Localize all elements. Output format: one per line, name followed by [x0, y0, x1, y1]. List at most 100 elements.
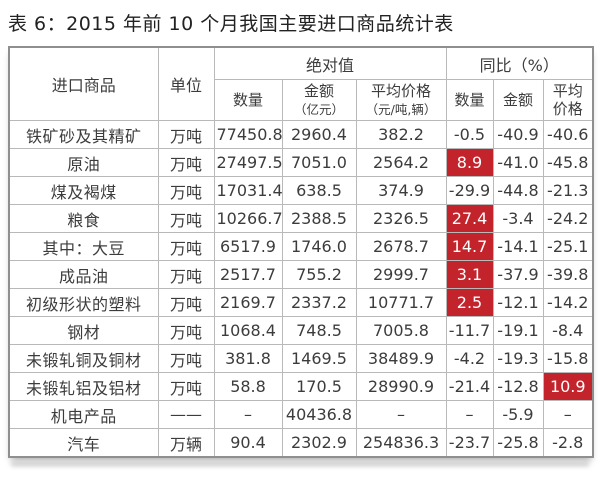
- yoy-qty-cell: -0.5: [445, 120, 494, 149]
- commodity-cell: 机电产品: [8, 400, 159, 429]
- commodity-cell: 未锻轧铝及铝材: [8, 372, 159, 401]
- header-commodity: 进口商品: [8, 46, 159, 121]
- yoy-price-cell: –: [542, 400, 594, 429]
- unit-cell: 万吨: [157, 316, 215, 345]
- commodity-cell: 其中：大豆: [8, 232, 159, 261]
- abs-price-cell: 2326.5: [355, 204, 447, 233]
- yoy-price-cell: -15.8: [542, 344, 594, 373]
- unit-cell: 万吨: [157, 372, 215, 401]
- header-yoy-price-line1: 平均: [552, 82, 583, 100]
- abs-amount-cell: 1746.0: [281, 232, 357, 261]
- abs-amount-cell: 2388.5: [281, 204, 357, 233]
- header-abs-amount-line2: （亿元）: [293, 102, 344, 117]
- abs-qty-cell: –: [213, 400, 283, 429]
- abs-amount-cell: 638.5: [281, 176, 357, 205]
- yoy-amount-cell: -3.4: [492, 204, 544, 233]
- header-yoy-price: 平均 价格: [542, 79, 594, 121]
- abs-price-cell: 382.2: [355, 120, 447, 149]
- unit-cell: 万吨: [157, 344, 215, 373]
- abs-price-cell: 28990.9: [355, 372, 447, 401]
- abs-price-cell: 2564.2: [355, 148, 447, 177]
- table-row: 粮食 万吨 10266.7 2388.5 2326.5 27.4 -3.4 -24.2: [8, 204, 594, 233]
- unit-cell: 万吨: [157, 204, 215, 233]
- yoy-price-cell: -8.4: [542, 316, 594, 345]
- abs-qty-cell: 10266.7: [213, 204, 283, 233]
- unit-cell: 万吨: [157, 176, 215, 205]
- table-row: 其中：大豆 万吨 6517.9 1746.0 2678.7 14.7 -14.1 -25.1: [8, 232, 594, 261]
- unit-cell: ——: [157, 400, 215, 429]
- abs-amount-cell: 7051.0: [281, 148, 357, 177]
- abs-price-cell: 374.9: [355, 176, 447, 205]
- table-row: 铁矿砂及其精矿 万吨 77450.8 2960.4 382.2 -0.5 -40.9 -40.…: [8, 120, 594, 149]
- abs-price-cell: –: [355, 400, 447, 429]
- yoy-qty-cell: -4.2: [445, 344, 494, 373]
- yoy-price-cell: -40.6: [542, 120, 594, 149]
- abs-qty-cell: 381.8: [213, 344, 283, 373]
- abs-amount-cell: 748.5: [281, 316, 357, 345]
- table-row: 原油 万吨 27497.5 7051.0 2564.2 8.9 -41.0 -45.8: [8, 148, 594, 177]
- header-abs-price-line2: （元/吨,辆）: [365, 102, 437, 117]
- abs-amount-cell: 170.5: [281, 372, 357, 401]
- header-abs-price: 平均价格 （元/吨,辆）: [355, 79, 447, 121]
- commodity-cell: 汽车: [8, 428, 159, 458]
- commodity-cell: 铁矿砂及其精矿: [8, 120, 159, 149]
- table-row: 煤及褐煤 万吨 17031.4 638.5 374.9 -29.9 -44.8 -21.3: [8, 176, 594, 205]
- abs-amount-cell: 2302.9: [281, 428, 357, 458]
- header-absolute-group: 绝对值: [213, 46, 447, 80]
- yoy-amount-cell: -40.9: [492, 120, 544, 149]
- commodity-cell: 煤及褐煤: [8, 176, 159, 205]
- abs-qty-cell: 58.8: [213, 372, 283, 401]
- abs-amount-cell: 1469.5: [281, 344, 357, 373]
- table-row: 机电产品 —— –40436.8– – -5.9–: [8, 400, 594, 429]
- table-row: 成品油 万吨 2517.7 755.2 2999.7 3.1 -37.9 -39.8: [8, 260, 594, 289]
- yoy-qty-cell: 14.7: [445, 232, 494, 261]
- abs-qty-cell: 2169.7: [213, 288, 283, 317]
- abs-qty-cell: 77450.8: [213, 120, 283, 149]
- commodity-cell: 成品油: [8, 260, 159, 289]
- unit-cell: 万吨: [157, 148, 215, 177]
- yoy-qty-cell: -21.4: [445, 372, 494, 401]
- yoy-amount-cell: -14.1: [492, 232, 544, 261]
- unit-cell: 万吨: [157, 232, 215, 261]
- table-row: 钢材 万吨 1068.4 748.5 7005.8 -11.7 -19.1 -8.4: [8, 316, 594, 345]
- yoy-amount-cell: -12.8: [492, 372, 544, 401]
- import-stats-table: 进口商品 单位 绝对值 同比（%） 数量 金额 （亿元） 平均价格 （元/吨,辆） …: [8, 46, 595, 458]
- header-yoy-amount: 金额: [492, 79, 544, 121]
- yoy-amount-cell: -19.3: [492, 344, 544, 373]
- abs-qty-cell: 90.4: [213, 428, 283, 458]
- header-abs-qty: 数量: [213, 79, 283, 121]
- yoy-price-cell: -24.2: [542, 204, 594, 233]
- abs-price-cell: 2999.7: [355, 260, 447, 289]
- header-unit: 单位: [157, 46, 215, 121]
- yoy-qty-cell: -11.7: [445, 316, 494, 345]
- yoy-amount-cell: -5.9: [492, 400, 544, 429]
- abs-price-cell: 2678.7: [355, 232, 447, 261]
- table-row: 未锻轧铝及铝材 万吨 58.8 170.5 28990.9 -21.4 -12.8 10.9: [8, 372, 594, 401]
- table-row: 汽车 万辆 90.4 2302.9 254836.3 -23.7 -25.8 -2.8: [8, 428, 594, 458]
- yoy-qty-cell: 27.4: [445, 204, 494, 233]
- yoy-amount-cell: -41.0: [492, 148, 544, 177]
- commodity-cell: 原油: [8, 148, 159, 177]
- abs-price-cell: 254836.3: [355, 428, 447, 458]
- yoy-price-cell: -39.8: [542, 260, 594, 289]
- commodity-cell: 粮食: [8, 204, 159, 233]
- commodity-cell: 钢材: [8, 316, 159, 345]
- yoy-price-cell: -25.1: [542, 232, 594, 261]
- header-yoy-price-line2: 价格: [552, 100, 583, 118]
- yoy-qty-cell: -23.7: [445, 428, 494, 458]
- yoy-price-cell: -14.2: [542, 288, 594, 317]
- table-body: 铁矿砂及其精矿 万吨 77450.8 2960.4 382.2 -0.5 -40.9 -40.…: [8, 120, 594, 458]
- unit-cell: 万吨: [157, 260, 215, 289]
- abs-qty-cell: 27497.5: [213, 148, 283, 177]
- yoy-amount-cell: -19.1: [492, 316, 544, 345]
- yoy-price-cell: 10.9: [542, 372, 594, 401]
- unit-cell: 万吨: [157, 120, 215, 149]
- abs-qty-cell: 1068.4: [213, 316, 283, 345]
- abs-qty-cell: 17031.4: [213, 176, 283, 205]
- yoy-price-cell: -2.8: [542, 428, 594, 458]
- header-abs-price-line1: 平均价格: [370, 82, 431, 100]
- yoy-qty-cell: 2.5: [445, 288, 494, 317]
- abs-price-cell: 38489.9: [355, 344, 447, 373]
- commodity-cell: 未锻轧铜及铜材: [8, 344, 159, 373]
- table-row: 初级形状的塑料 万吨 2169.7 2337.2 10771.7 2.5 -12.1 -14.…: [8, 288, 594, 317]
